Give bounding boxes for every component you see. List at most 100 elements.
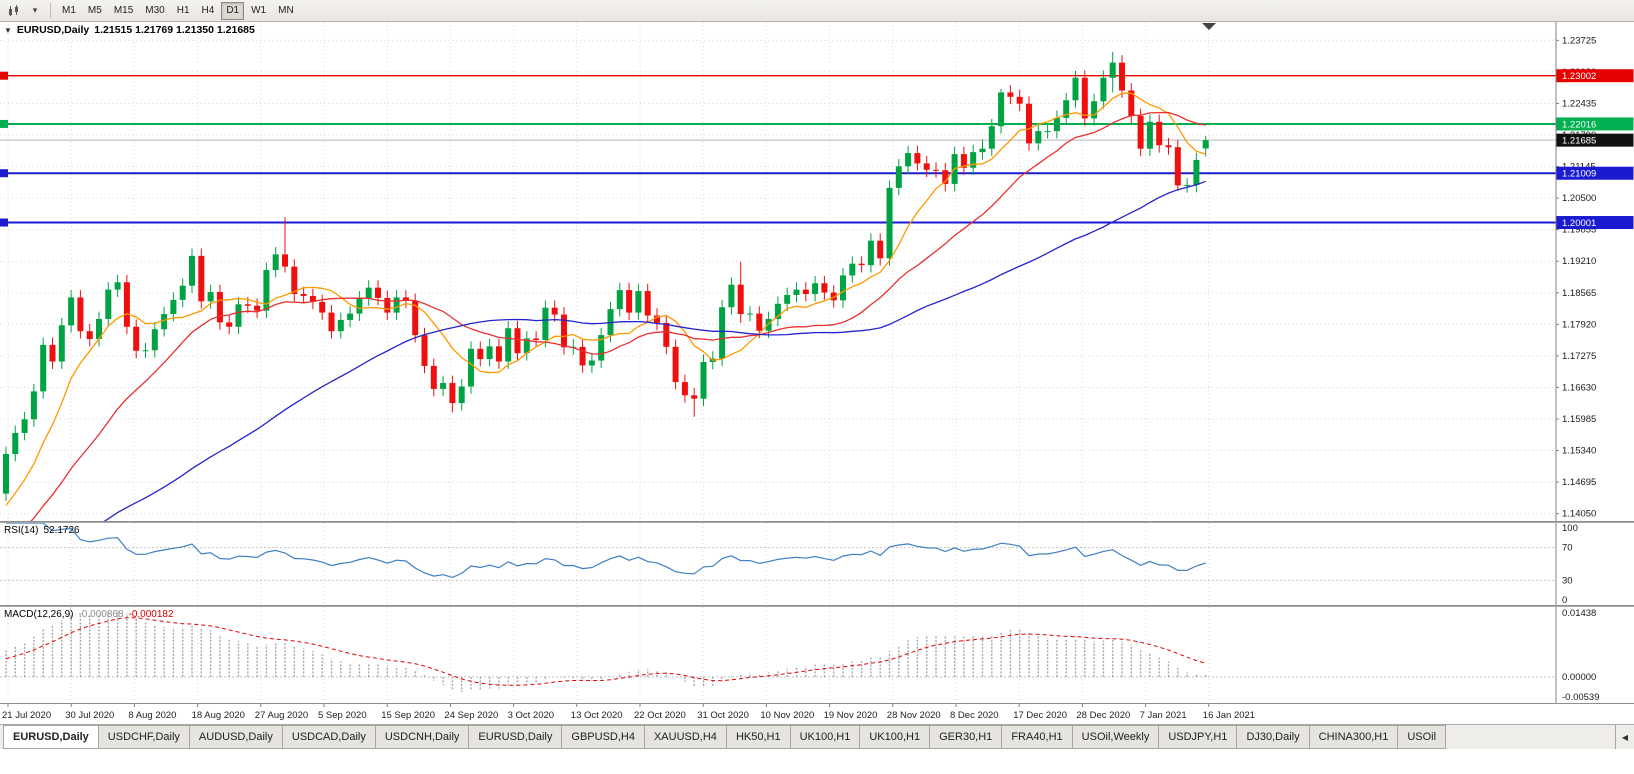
chart-tab-eurusd-daily[interactable]: EURUSD,Daily <box>3 725 99 749</box>
candle-body <box>495 346 502 362</box>
chart-tab-hk50-h1[interactable]: HK50,H1 <box>726 725 791 749</box>
price-tag[interactable] <box>1556 216 1634 230</box>
chart-tabbar: EURUSD,Daily USDCHF,Daily AUDUSD,Daily USDC… <box>0 724 1634 749</box>
candle-body <box>1202 140 1209 149</box>
chart-type-icon[interactable] <box>3 2 23 19</box>
candle-body <box>449 383 456 404</box>
date-tick-label: 21 Jul 2020 <box>2 710 51 721</box>
hline-left-handle[interactable] <box>0 169 8 178</box>
candle-body <box>1072 77 1079 101</box>
candle-body <box>737 284 744 315</box>
price-tag[interactable] <box>1556 69 1634 83</box>
hline-left-handle[interactable] <box>0 71 8 80</box>
chart-tab-dj30-daily[interactable]: DJ30,Daily <box>1237 725 1310 749</box>
date-tick-label: 3 Oct 2020 <box>508 710 554 721</box>
chart-tab-audusd-daily[interactable]: AUDUSD,Daily <box>189 725 283 749</box>
date-tick-label: 28 Dec 2020 <box>1076 710 1130 721</box>
macd-scale-label: 0.01438 <box>1562 608 1596 619</box>
candle-body <box>1128 90 1135 116</box>
panel-splitter[interactable] <box>0 605 1634 607</box>
chart-tab-ger30-h1[interactable]: GER30,H1 <box>930 725 1003 749</box>
candle-body <box>189 255 195 286</box>
price-tick-label: 1.15985 <box>1562 414 1596 425</box>
chart-collapse-icon[interactable]: ▼ <box>4 25 12 35</box>
chart-tab-usdcnh-daily[interactable]: USDCNH,Daily <box>375 725 470 749</box>
price-tick-label: 1.23725 <box>1562 35 1596 46</box>
candle-body <box>384 297 391 313</box>
chart-ohlc-values: 1.21515 1.21769 1.21350 1.21685 <box>94 24 255 36</box>
chart-tab-uk100-h1[interactable]: UK100,H1 <box>860 725 931 749</box>
timeframe-group: M1 M5 M15 M30 H1 H4 D1 W1 MN <box>56 1 300 20</box>
candle-body <box>1109 62 1116 78</box>
chart-tab-gbpusd-h4[interactable]: GBPUSD,H4 <box>562 725 645 749</box>
dropdown-caret-icon[interactable]: ▾ <box>32 5 38 15</box>
timeframe-button-h4[interactable]: H4 <box>201 4 215 16</box>
candle-body <box>412 300 419 336</box>
candle-body <box>356 298 363 314</box>
rsi-line <box>6 523 1206 579</box>
candle-body <box>1174 147 1181 186</box>
candle-body <box>1091 101 1098 119</box>
candle-body <box>328 312 335 332</box>
candle-body <box>1165 145 1172 148</box>
chart-tab-usdjpy-h1[interactable]: USDJPY,H1 <box>1159 725 1238 749</box>
candle-body <box>161 314 168 330</box>
timeframe-button-m15[interactable]: M15 <box>113 4 134 16</box>
timeframe-button-m5[interactable]: M5 <box>87 4 102 16</box>
date-tick-label: 17 Dec 2020 <box>1013 710 1067 721</box>
macd-canvas[interactable]: 0.01438 0.00000 -0.00539 <box>0 607 1634 703</box>
chart-tab-fra40-h1[interactable]: FRA40,H1 <box>1002 725 1073 749</box>
timeframe-button-m1[interactable]: M1 <box>62 4 76 16</box>
main-chart-canvas[interactable]: 1.237251.230801.224351.217901.211451.205… <box>0 22 1634 521</box>
chart-tab-usoil[interactable]: USOil <box>1398 725 1447 749</box>
candle-body <box>179 285 186 300</box>
toolbar: ▾ M1 M5 M15 M30 H1 H4 D1 W1 MN <box>0 0 1634 22</box>
chart-tab-eurusd-daily[interactable]: EURUSD,Daily <box>469 725 563 749</box>
candle-body <box>235 304 242 327</box>
candle-body <box>970 152 977 168</box>
candle-body <box>561 314 567 348</box>
candle-body <box>663 322 670 347</box>
candle-body <box>244 304 251 306</box>
date-tick-label: 15 Sep 2020 <box>381 710 435 721</box>
candle-body <box>96 318 102 340</box>
tab-scroll-left-button[interactable]: ◀ <box>1615 725 1634 749</box>
chart-shift-marker[interactable] <box>1202 23 1216 30</box>
candle-body <box>468 348 474 387</box>
candle-body <box>635 291 642 313</box>
candle-body <box>1063 100 1070 118</box>
moving-average-slow <box>103 180 1206 521</box>
macd-signal-value: -0.000182 <box>128 609 174 620</box>
price-tag[interactable] <box>1556 117 1634 131</box>
rsi-canvas[interactable]: 100 70 30 0 <box>0 523 1634 605</box>
timeframe-button-m30[interactable]: M30 <box>145 4 165 16</box>
candle-body <box>914 153 921 164</box>
timeframe-button-h1[interactable]: H1 <box>176 4 190 16</box>
price-tick-label: 1.20500 <box>1562 193 1596 204</box>
rsi-indicator-name: RSI(14) <box>4 525 39 536</box>
chart-tab-xauusd-h4[interactable]: XAUUSD,H4 <box>644 725 727 749</box>
panel-splitter[interactable] <box>0 521 1634 523</box>
candle-body <box>514 328 521 354</box>
date-axis[interactable]: 21 Jul 2020 30 Jul 2020 8 Aug 2020 18 Aug 2… <box>0 703 1634 724</box>
price-tick-label: 1.17275 <box>1562 351 1596 362</box>
candle-body <box>551 307 558 315</box>
price-tag[interactable] <box>1556 166 1634 180</box>
candle-body <box>365 287 372 299</box>
chart-tab-china300-h1[interactable]: CHINA300,H1 <box>1309 725 1399 749</box>
timeframe-button-mn[interactable]: MN <box>278 4 294 16</box>
hline-left-handle[interactable] <box>0 218 8 227</box>
timeframe-button-d1[interactable]: D1 <box>221 1 245 20</box>
chart-tab-uk100-h1[interactable]: UK100,H1 <box>790 725 861 749</box>
timeframe-button-w1[interactable]: W1 <box>251 4 267 16</box>
chart-tab-usdcad-daily[interactable]: USDCAD,Daily <box>282 725 376 749</box>
hline-left-handle[interactable] <box>0 119 8 128</box>
macd-scale-label: 0.00000 <box>1562 672 1596 683</box>
candle-body <box>933 169 939 171</box>
candle-body <box>421 335 428 366</box>
chart-tab-usoil-weekly[interactable]: USOil,Weekly <box>1072 725 1160 749</box>
chart-tab-usdchf-daily[interactable]: USDCHF,Daily <box>98 725 190 749</box>
price-tick-label: 1.17920 <box>1562 319 1596 330</box>
candle-body <box>133 326 140 351</box>
price-tag[interactable] <box>1556 133 1634 147</box>
